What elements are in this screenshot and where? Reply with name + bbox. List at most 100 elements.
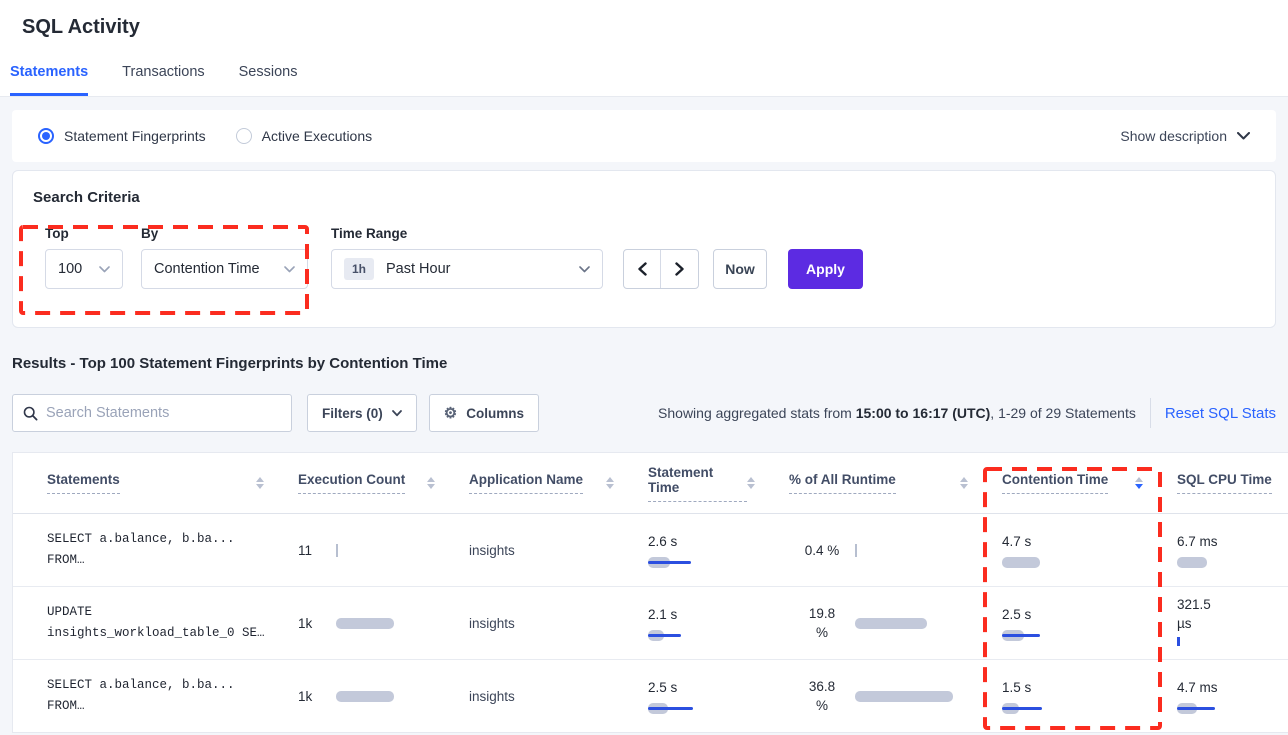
chevron-left-icon bbox=[637, 262, 647, 276]
statement-time-cell: 2.5 s bbox=[648, 678, 789, 714]
execution-count-cell: 1k bbox=[298, 614, 469, 633]
statement-time-cell: 2.1 s bbox=[648, 605, 789, 641]
sort-icon bbox=[427, 477, 435, 489]
tab-bar: Statements Transactions Sessions bbox=[10, 64, 1288, 96]
statement-cell[interactable]: SELECT a.balance, b.ba... FROM… bbox=[47, 675, 298, 717]
stat-bar bbox=[1002, 630, 1040, 641]
search-criteria-title: Search Criteria bbox=[33, 189, 140, 206]
by-select-value: Contention Time bbox=[154, 261, 260, 277]
bar-blue-line bbox=[1002, 707, 1042, 710]
cell-value: 4.7 ms bbox=[1177, 680, 1218, 695]
sql-cpu-time-cell: 321.5 µs bbox=[1177, 595, 1288, 651]
now-button[interactable]: Now bbox=[713, 249, 767, 289]
stat-bar bbox=[1002, 703, 1042, 714]
cell-value: 1.5 s bbox=[1002, 680, 1032, 695]
statements-table: Statements Execution Count Application Nam… bbox=[12, 452, 1288, 733]
radio-unselected-icon bbox=[235, 128, 252, 144]
chevron-down-icon bbox=[579, 265, 590, 272]
bar-blue-line bbox=[648, 707, 693, 710]
sql-cpu-time-cell: 6.7 ms bbox=[1177, 532, 1288, 568]
tab-statements[interactable]: Statements bbox=[10, 64, 89, 96]
tab-transactions[interactable]: Transactions bbox=[122, 64, 205, 80]
runtime-percent-cell: 19.8% bbox=[789, 604, 1002, 642]
radio-statement-fingerprints[interactable]: Statement Fingerprints bbox=[38, 128, 206, 144]
column-header-label: SQL CPU Time bbox=[1177, 472, 1272, 494]
stat-bar bbox=[336, 617, 394, 629]
cell-value: 321.5 bbox=[1177, 597, 1211, 612]
show-description-toggle[interactable]: Show description bbox=[1120, 128, 1250, 144]
cell-value: 0.4 % bbox=[804, 542, 840, 558]
statement-line: SELECT a.balance, b.ba... bbox=[47, 532, 235, 546]
apply-button[interactable]: Apply bbox=[788, 249, 863, 289]
stat-bar bbox=[648, 703, 693, 714]
runtime-percent-cell: 0.4 % bbox=[789, 541, 1002, 560]
bar-gray-segment bbox=[1002, 557, 1040, 568]
bar-gray-segment bbox=[1177, 557, 1207, 568]
table-row[interactable]: SELECT a.balance, b.ba... FROM… 1k insights… bbox=[13, 660, 1288, 732]
filters-button[interactable]: Filters (0) bbox=[307, 394, 417, 432]
sort-icon bbox=[256, 477, 264, 489]
sort-icon bbox=[960, 477, 968, 489]
tab-sessions[interactable]: Sessions bbox=[238, 64, 298, 80]
time-range-label: Time Range bbox=[331, 226, 408, 241]
reset-sql-stats-link[interactable]: Reset SQL Stats bbox=[1164, 404, 1276, 422]
cell-value: 19.8% bbox=[808, 606, 836, 640]
statement-line: UPDATE bbox=[47, 605, 93, 619]
bar-gray-segment bbox=[855, 690, 953, 702]
chevron-right-icon bbox=[675, 262, 684, 276]
sort-icon bbox=[747, 477, 755, 489]
cell-value: 1k bbox=[298, 615, 313, 631]
column-header-sql-cpu-time[interactable]: SQL CPU Time bbox=[1177, 472, 1288, 494]
execution-count-cell: 1k bbox=[298, 687, 469, 706]
by-select[interactable]: Contention Time bbox=[141, 249, 308, 289]
contention-time-cell: 2.5 s bbox=[1002, 605, 1177, 641]
bar-gray-segment bbox=[855, 617, 927, 629]
filters-label: Filters (0) bbox=[322, 405, 383, 421]
cell-value: 4.7 s bbox=[1002, 534, 1032, 549]
column-header-label: % of All Runtime bbox=[789, 472, 896, 494]
results-toolbar: Filters (0) ⚙ Columns Showing aggregated… bbox=[12, 394, 1276, 432]
sort-icon bbox=[606, 477, 614, 489]
time-range-select[interactable]: 1h Past Hour bbox=[331, 249, 603, 289]
cell-value: 2.6 s bbox=[648, 534, 678, 549]
bar-blue-line bbox=[648, 634, 681, 637]
statement-cell[interactable]: SELECT a.balance, b.ba... FROM… bbox=[47, 529, 298, 571]
next-time-range-button[interactable] bbox=[661, 250, 698, 288]
stat-bar bbox=[855, 617, 927, 629]
view-toggle-panel: Statement Fingerprints Active Executions… bbox=[12, 110, 1276, 162]
column-header-label: Statement Time bbox=[648, 465, 747, 502]
table-row[interactable]: SELECT a.balance, b.ba... FROM… 11 insights… bbox=[13, 514, 1288, 587]
cell-value: 11 bbox=[298, 542, 313, 558]
column-header-statement-time[interactable]: Statement Time bbox=[648, 465, 789, 502]
radio-selected-icon bbox=[38, 128, 54, 144]
column-header-execution-count[interactable]: Execution Count bbox=[298, 472, 469, 494]
radio-active-executions[interactable]: Active Executions bbox=[235, 128, 372, 144]
search-statements-input[interactable] bbox=[46, 405, 281, 421]
radio-label: Statement Fingerprints bbox=[64, 128, 206, 144]
statement-cell[interactable]: UPDATE insights_workload_table_0 SE… bbox=[47, 602, 298, 644]
previous-time-range-button[interactable] bbox=[624, 250, 661, 288]
column-header-application-name[interactable]: Application Name bbox=[469, 472, 648, 494]
columns-button[interactable]: ⚙ Columns bbox=[428, 394, 539, 432]
column-header-statements[interactable]: Statements bbox=[47, 472, 298, 494]
show-description-label: Show description bbox=[1120, 128, 1227, 144]
column-header-label: Contention Time bbox=[1002, 472, 1109, 494]
cell-value: 36.8% bbox=[808, 679, 836, 713]
time-range-badge: 1h bbox=[344, 258, 375, 280]
cell-value: 2.5 s bbox=[1002, 607, 1032, 622]
cell-value: 2.1 s bbox=[648, 607, 678, 622]
stat-bar bbox=[648, 557, 691, 568]
column-header--of-all-runtime[interactable]: % of All Runtime bbox=[789, 472, 1002, 494]
sort-icon bbox=[1135, 477, 1143, 489]
top-bar: SQL Activity Statements Transactions Ses… bbox=[0, 0, 1288, 97]
column-header-contention-time[interactable]: Contention Time bbox=[1002, 472, 1177, 494]
top-select[interactable]: 100 bbox=[45, 249, 123, 289]
statement-line: SELECT a.balance, b.ba... bbox=[47, 678, 235, 692]
page-title: SQL Activity bbox=[22, 16, 140, 38]
application-name-cell: insights bbox=[469, 688, 515, 704]
table-row[interactable]: UPDATE insights_workload_table_0 SE… 1k ins… bbox=[13, 587, 1288, 660]
column-header-label: Execution Count bbox=[298, 472, 406, 494]
top-label: Top bbox=[45, 226, 69, 241]
search-icon bbox=[23, 406, 38, 421]
stat-bar bbox=[648, 630, 681, 641]
